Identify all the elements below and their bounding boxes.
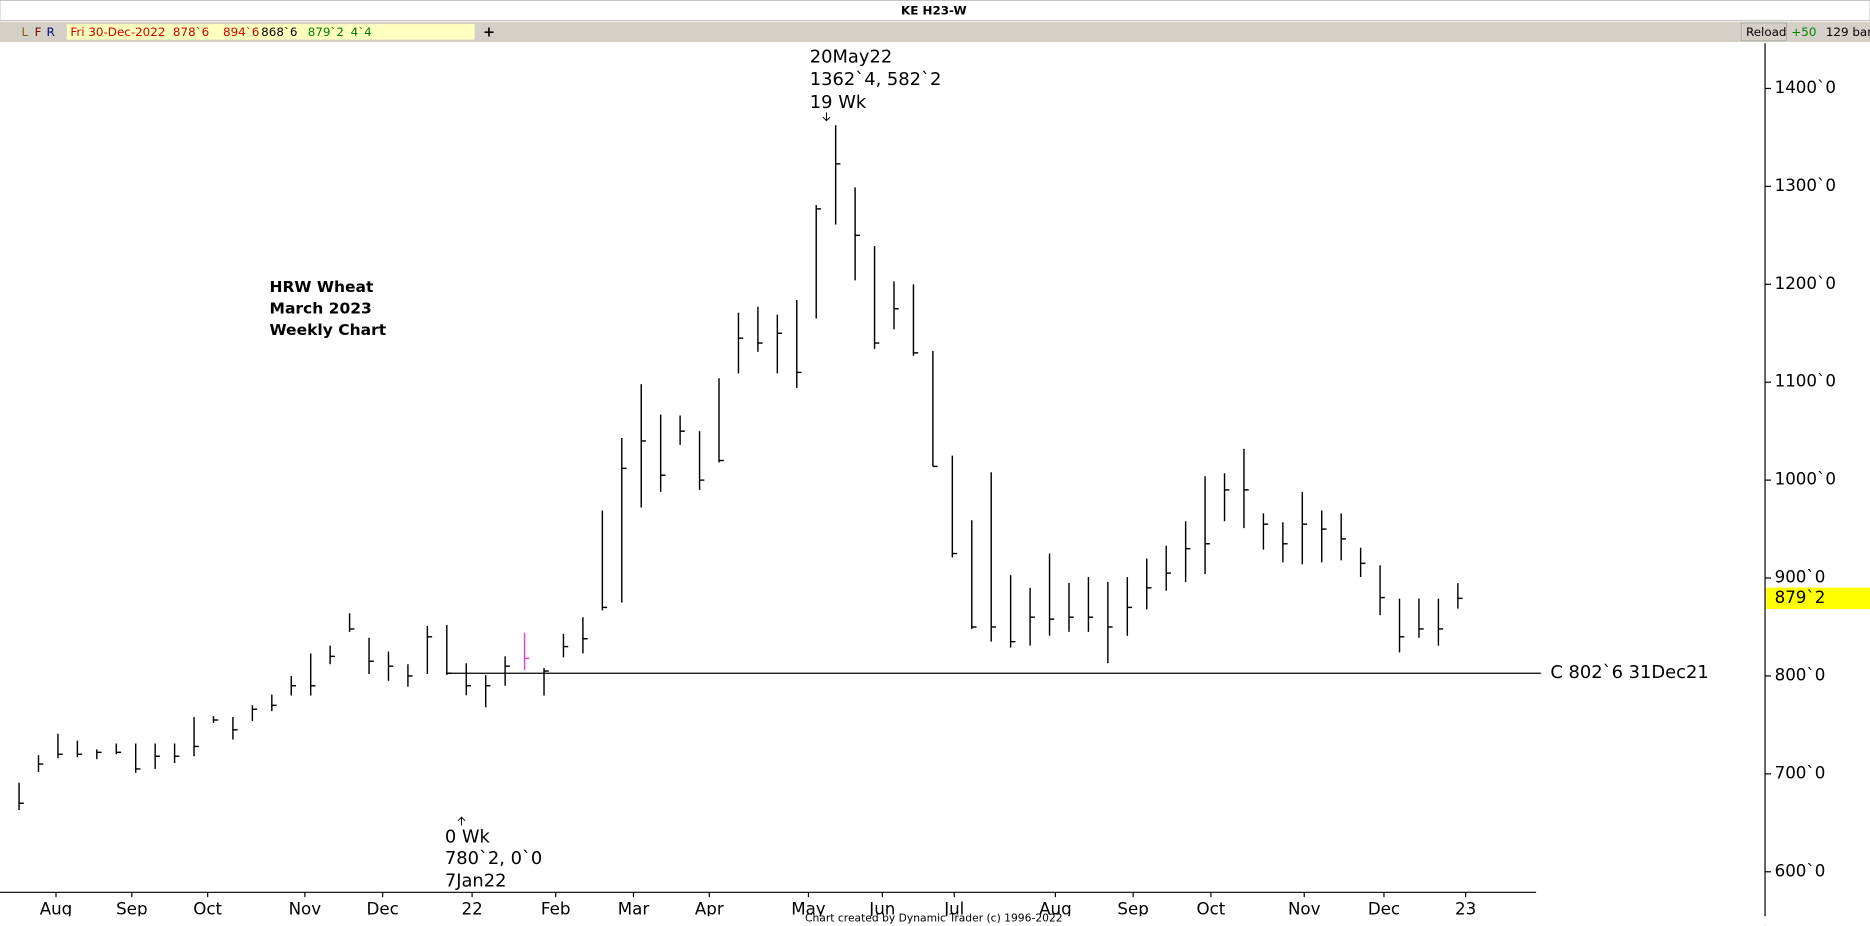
reload-button[interactable] <box>1740 22 1787 42</box>
x-tick-label: 23 <box>1455 900 1476 919</box>
footer: Chart created by Dynamic Trader (c) 1996… <box>805 912 1063 925</box>
x-tick-label: Jul <box>943 900 964 919</box>
y-tick-label: 1200`0 <box>1775 274 1836 293</box>
annotation: 1362`4, 582`2 <box>810 69 942 90</box>
x-tick-label: Oct <box>1196 900 1225 919</box>
y-tick-label: 1100`0 <box>1775 372 1836 391</box>
annotation-arrow <box>822 112 831 122</box>
quote-date: Fri 30-Dec-2022 <box>70 25 165 39</box>
y-tick-label: 800`0 <box>1775 665 1826 684</box>
x-tick-label: Aug <box>40 900 73 919</box>
x-tick-label: Sep <box>116 900 147 919</box>
y-tick-label: 600`0 <box>1775 861 1826 880</box>
y-tick-label: 900`0 <box>1775 568 1826 587</box>
y-tick-label: 1000`0 <box>1775 470 1836 489</box>
annotation: 0 Wk <box>445 826 491 847</box>
x-tick-label: Nov <box>1288 900 1321 919</box>
chart-note: Weekly Chart <box>270 321 387 339</box>
y-tick-label: 1300`0 <box>1775 176 1836 195</box>
x-tick-label: Aug <box>1039 900 1072 919</box>
x-tick-label: Apr <box>695 900 724 919</box>
chart-note: HRW Wheat <box>270 278 375 296</box>
reload-label[interactable]: Reload <box>1746 25 1787 39</box>
x-tick-label: Sep <box>1117 900 1148 919</box>
footer-band <box>0 916 1870 926</box>
bars-count: 129 bars <box>1826 25 1870 39</box>
last-price-box <box>1766 587 1870 610</box>
annotation: 20May22 <box>810 47 892 68</box>
last-price-label: 879`2 <box>1775 588 1826 607</box>
toolbar-button[interactable]: R <box>47 25 55 39</box>
annotation: 780`2, 0`0 <box>445 848 542 869</box>
x-tick-label: May <box>791 900 826 919</box>
annotation-arrow <box>457 816 466 826</box>
quote-low: 868`6 <box>261 25 297 39</box>
annotation: 19 Wk <box>810 92 867 113</box>
annotation: 7Jan22 <box>445 871 507 892</box>
x-tick-label: Mar <box>618 900 650 919</box>
x-tick-label: Dec <box>1368 900 1400 919</box>
toolbar-button[interactable]: L <box>21 25 28 39</box>
quote-box <box>66 24 475 40</box>
step-label[interactable]: +50 <box>1791 25 1816 39</box>
x-tick-label: Feb <box>541 900 571 919</box>
y-tick-label: 1400`0 <box>1775 78 1836 97</box>
quote-close: 879`2 <box>308 25 344 39</box>
plot: 600`0 700`0 800`0 900`0 1000`0 1100`0 1200`0 13… <box>18 78 1870 919</box>
x-tick-label: Oct <box>193 900 222 919</box>
add-button[interactable]: + <box>483 24 495 40</box>
x-tick-label: Dec <box>366 900 398 919</box>
y-tick-label: 700`0 <box>1775 763 1826 782</box>
quote-change: 4`4 <box>351 25 372 39</box>
x-tick-label: 22 <box>461 900 482 919</box>
chart-note: March 2023 <box>270 300 372 318</box>
x-tick-label: Nov <box>289 900 322 919</box>
title-bar <box>0 0 1870 21</box>
window-title: KE H23-W <box>901 4 967 18</box>
quote-high: 894`6 <box>223 25 259 39</box>
x-tick-label: Jun <box>868 900 895 919</box>
quote-open: 878`6 <box>173 25 209 39</box>
reference-label: C 802`6 31Dec21 <box>1550 662 1708 683</box>
toolbar-button[interactable]: F <box>35 25 42 39</box>
